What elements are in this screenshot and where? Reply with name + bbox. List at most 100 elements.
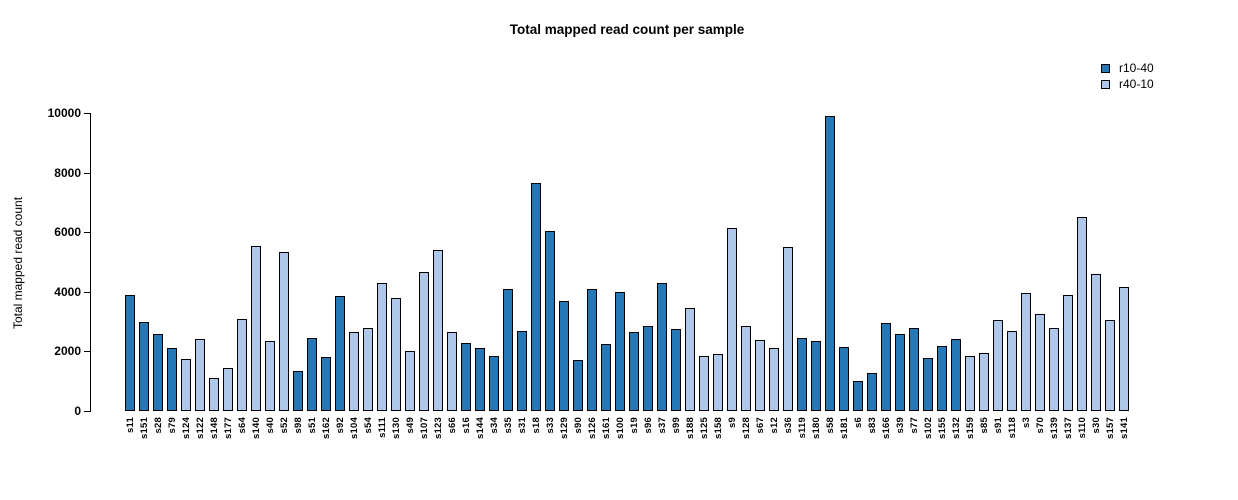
bar-s126 — [587, 289, 597, 411]
bar-s159 — [965, 356, 975, 411]
x-label-cell: s30 — [1090, 417, 1102, 487]
bar-s66 — [447, 332, 457, 411]
bar-s16 — [461, 343, 471, 411]
x-label-cell: s141 — [1119, 417, 1130, 487]
bar-s161 — [601, 344, 611, 411]
x-axis-label: s11 — [124, 417, 136, 433]
x-label-cell: s12 — [768, 417, 780, 487]
x-label-cell: s119 — [797, 417, 808, 487]
bar-s166 — [881, 323, 891, 411]
x-label-cell: s3 — [1021, 417, 1032, 487]
bar-s110 — [1077, 217, 1087, 411]
x-axis-label: s159 — [964, 417, 976, 439]
x-label-cell: s188 — [685, 417, 696, 487]
bar-s70 — [1035, 314, 1045, 411]
bar-s124 — [181, 359, 191, 411]
x-label-cell: s100 — [615, 417, 626, 487]
bar-s49 — [405, 351, 415, 411]
y-tick-label: 4000 — [54, 284, 81, 299]
x-label-cell: s132 — [951, 417, 962, 487]
x-label-cell: s144 — [475, 417, 486, 487]
x-axis-label: s30 — [1090, 417, 1102, 434]
x-label-cell: s64 — [237, 417, 248, 487]
bar-s30 — [1091, 274, 1101, 411]
bar-s52 — [279, 252, 289, 411]
x-axis-label: s40 — [264, 417, 276, 434]
x-label-cell: s166 — [880, 417, 892, 487]
x-axis-label: s107 — [418, 417, 430, 439]
legend-label: r40-10 — [1119, 77, 1154, 91]
x-label-cell: s118 — [1007, 417, 1018, 487]
bar-s51 — [307, 338, 317, 411]
x-axis-label: s125 — [698, 417, 710, 439]
bar-s96 — [643, 326, 653, 411]
bar-s181 — [839, 347, 849, 411]
x-label-cell: s52 — [279, 417, 290, 487]
bar-s107 — [419, 272, 429, 411]
x-label-cell: s177 — [223, 417, 234, 487]
bar-s83 — [867, 373, 877, 411]
x-axis-label: s123 — [432, 417, 444, 439]
y-tick-mark — [84, 351, 90, 353]
x-label-cell: s159 — [964, 417, 976, 487]
bar-s35 — [503, 289, 513, 411]
bar-s12 — [769, 348, 779, 411]
x-label-cell: s140 — [251, 417, 262, 487]
y-tick-label: 8000 — [54, 165, 81, 180]
x-axis-label: s31 — [516, 417, 528, 434]
x-label-cell: s19 — [628, 417, 640, 487]
x-axis-label: s36 — [782, 417, 794, 434]
x-axis-label: s90 — [572, 417, 584, 434]
x-label-cell: s34 — [489, 417, 500, 487]
x-axis-label: s33 — [544, 417, 556, 434]
x-axis-label: s66 — [446, 417, 458, 434]
x-label-cell: s124 — [181, 417, 192, 487]
x-axis-label: s180 — [810, 417, 822, 439]
x-axis-label: s77 — [908, 417, 920, 434]
bar-s157 — [1105, 320, 1115, 411]
bar-s58 — [825, 116, 835, 411]
x-axis-label: s110 — [1076, 417, 1088, 439]
x-label-cell: s79 — [167, 417, 178, 487]
x-axis-label: s19 — [628, 417, 640, 434]
x-axis-label: s98 — [292, 417, 304, 434]
legend-item-r40-10: r40-10 — [1101, 77, 1154, 91]
x-label-cell: s161 — [601, 417, 612, 487]
y-tick-label: 2000 — [54, 344, 81, 359]
x-axis-label: s70 — [1034, 417, 1046, 434]
bar-s119 — [797, 338, 807, 411]
x-label-cell: s37 — [657, 417, 668, 487]
x-label-cell: s58 — [825, 417, 836, 487]
bar-s54 — [363, 328, 373, 411]
x-axis-label: s12 — [768, 417, 780, 434]
legend-label: r10-40 — [1119, 61, 1154, 75]
x-axis-label: s9 — [726, 417, 738, 428]
bar-s158 — [713, 354, 723, 411]
x-label-cell: s104 — [349, 417, 360, 487]
x-label-cell: s36 — [782, 417, 794, 487]
bar-s19 — [629, 332, 639, 411]
x-label-cell: s180 — [810, 417, 822, 487]
bar-s129 — [559, 301, 569, 411]
legend-swatch-light-icon — [1101, 79, 1110, 89]
bar-s6 — [853, 381, 863, 411]
x-label-cell: s40 — [264, 417, 276, 487]
x-axis-label: s92 — [334, 417, 346, 434]
bar-s37 — [657, 283, 667, 411]
bars — [125, 113, 1129, 411]
bar-s36 — [783, 247, 793, 411]
bar-s90 — [573, 360, 583, 411]
bar-s85 — [979, 353, 989, 411]
y-tick-mark — [84, 411, 90, 412]
y-tick-mark — [84, 113, 90, 114]
bar-s64 — [237, 319, 247, 411]
x-label-cell: s11 — [124, 417, 136, 487]
x-label-cell: s66 — [446, 417, 458, 487]
x-axis-label: s166 — [880, 417, 892, 439]
x-label-cell: s28 — [153, 417, 164, 487]
bar-s104 — [349, 332, 359, 411]
legend-item-r10-40: r10-40 — [1101, 61, 1154, 75]
bar-s144 — [475, 348, 485, 411]
bar-s188 — [685, 308, 695, 411]
